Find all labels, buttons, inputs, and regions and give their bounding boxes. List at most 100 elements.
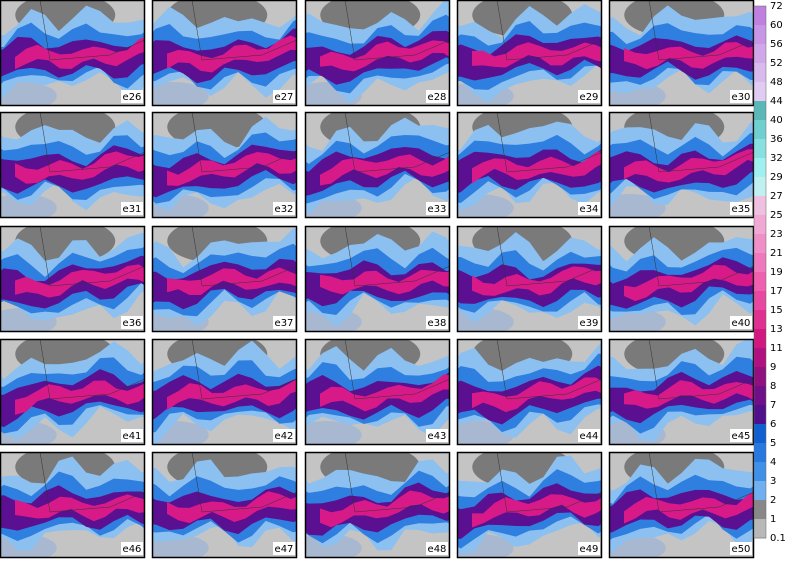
colorbar-segment	[754, 139, 766, 159]
colorbar-label: 8	[770, 381, 776, 392]
panel-label: e26	[123, 92, 142, 103]
colorbar-label: 60	[770, 20, 783, 31]
colorbar-label: 15	[770, 305, 783, 316]
gray-patch	[152, 82, 209, 106]
map-panel	[305, 226, 450, 332]
colorbar-label: 13	[770, 324, 783, 335]
snow-purple	[457, 34, 602, 81]
panel-label: e29	[580, 92, 599, 103]
snow-magenta	[624, 491, 754, 524]
panel-label: e46	[123, 544, 142, 555]
colorbar-segment	[754, 367, 766, 387]
map-panel	[609, 452, 754, 558]
label-box	[426, 90, 448, 103]
snow-magenta	[624, 264, 754, 302]
colorbar-label: 44	[770, 96, 783, 107]
colorbar-label: 9	[770, 362, 776, 373]
snow-magenta	[624, 149, 754, 183]
panel-frame	[151, 451, 298, 559]
colorbar-segment	[754, 196, 766, 216]
map-panel	[609, 226, 754, 332]
snow-magenta	[320, 269, 450, 295]
label-box	[273, 316, 295, 329]
colorbar-label: 0.1	[770, 533, 786, 544]
panel-frame	[608, 111, 755, 219]
panel-label: e48	[428, 544, 447, 555]
colorbar-label: 36	[770, 134, 783, 145]
border	[344, 0, 450, 61]
colorbar-label: 4	[770, 457, 776, 468]
map-panel	[457, 226, 602, 332]
colorbar-label: 3	[770, 476, 776, 487]
colorbar-label: 56	[770, 39, 783, 50]
label-box	[121, 202, 143, 215]
panel-frame	[151, 111, 298, 219]
panel-label: e33	[428, 204, 447, 215]
snow-magenta	[167, 267, 297, 296]
colorbar-segment	[754, 215, 766, 235]
colorbar-segment	[754, 25, 766, 45]
panel-label: e31	[123, 204, 142, 215]
colorbar-segment	[754, 481, 766, 501]
colorbar-segment	[754, 101, 766, 121]
border	[39, 226, 145, 287]
border	[648, 452, 754, 513]
border	[191, 339, 297, 400]
colorbar-label: 19	[770, 267, 783, 278]
snow-magenta	[15, 264, 145, 298]
border	[39, 339, 145, 400]
snow-magenta	[472, 150, 602, 184]
panel-label: e42	[275, 431, 294, 442]
colorbar-frame	[753, 5, 767, 539]
colorbar-label: 7	[770, 400, 776, 411]
border	[344, 226, 450, 287]
map-panel	[457, 339, 602, 445]
colorbar-label: 27	[770, 191, 783, 202]
snow-magenta	[15, 37, 145, 70]
panel-label: e47	[275, 544, 294, 555]
colorbar-segment	[754, 291, 766, 311]
border	[496, 112, 602, 173]
snow-magenta	[167, 491, 297, 524]
colorbar-label: 32	[770, 153, 783, 164]
colorbar-segment	[754, 272, 766, 292]
map-panel	[0, 226, 145, 332]
colorbar-label: 21	[770, 248, 783, 259]
snow-magenta	[15, 494, 145, 522]
label-box	[121, 429, 143, 442]
border	[344, 339, 450, 400]
snow-magenta	[624, 380, 754, 409]
border	[648, 112, 754, 173]
panel-label: e49	[580, 544, 599, 555]
label-box	[730, 542, 752, 555]
label-box	[730, 316, 752, 329]
colorbar-label: 48	[770, 77, 783, 88]
panel-frame	[456, 225, 603, 333]
label-box	[578, 429, 600, 442]
map-panel	[305, 339, 450, 445]
panel-frame	[151, 0, 298, 107]
panel-label: e35	[732, 204, 751, 215]
snow-magenta	[15, 151, 145, 184]
gray-patch	[305, 421, 362, 445]
panel-frame	[151, 338, 298, 446]
panel-label: e41	[123, 431, 142, 442]
colorbar-segment	[754, 405, 766, 425]
border	[39, 452, 145, 513]
colorbar-segment	[754, 519, 766, 539]
panel-frame	[456, 338, 603, 446]
colorbar-label: 6	[770, 419, 776, 430]
border	[496, 0, 602, 61]
panel-frame	[304, 111, 451, 219]
label-box	[426, 202, 448, 215]
panel-label: e45	[732, 431, 751, 442]
border	[344, 452, 450, 513]
panel-frame	[0, 111, 146, 219]
label-box	[730, 90, 752, 103]
map-panel	[305, 0, 450, 106]
map-panel	[609, 0, 754, 106]
colorbar-label: 11	[770, 343, 783, 354]
map-panel	[305, 452, 450, 558]
